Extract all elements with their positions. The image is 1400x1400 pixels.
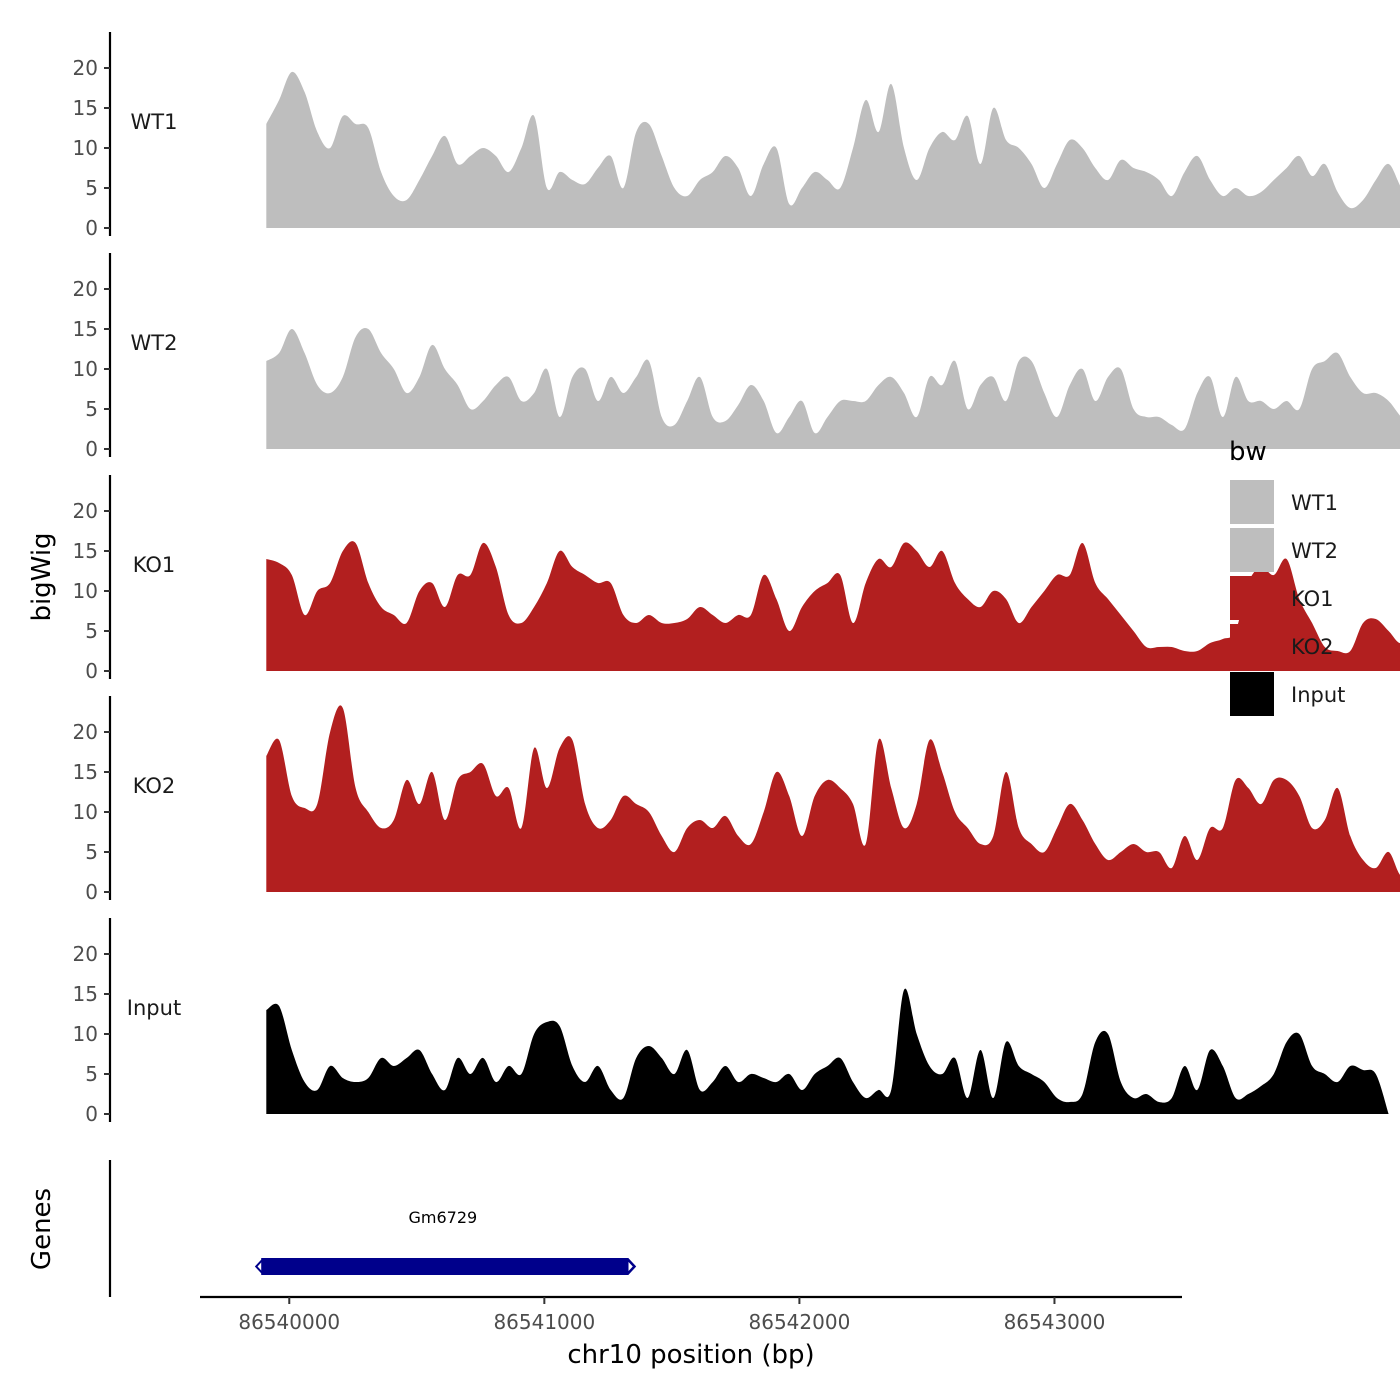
y-tick-label: 5 <box>85 397 98 421</box>
legend-key-ko1 <box>1230 576 1274 620</box>
track-label-wt2: WT2 <box>131 331 178 355</box>
x-tick-label: 86541000 <box>493 1310 595 1334</box>
legend-key-input <box>1230 672 1274 716</box>
legend-label-input: Input <box>1291 683 1345 707</box>
x-axis-title: chr10 position (bp) <box>567 1340 814 1370</box>
legend-label-wt1: WT1 <box>1291 491 1338 515</box>
legend-key-ko2 <box>1230 624 1274 668</box>
legend-label-ko1: KO1 <box>1291 587 1334 611</box>
legend-key-wt1 <box>1230 480 1274 524</box>
y-tick-label: 15 <box>73 982 98 1006</box>
legend-label-wt2: WT2 <box>1291 539 1338 563</box>
y-tick-label: 15 <box>73 760 98 784</box>
y-tick-label: 5 <box>85 840 98 864</box>
y-tick-label: 10 <box>73 136 98 160</box>
gene-label-gm6729: Gm6729 <box>409 1208 478 1227</box>
y-tick-label: 0 <box>85 880 98 904</box>
coverage-area-ko2 <box>266 705 1400 892</box>
y-tick-label: 5 <box>85 176 98 200</box>
track-label-ko2: KO2 <box>133 774 176 798</box>
coverage-area-wt2 <box>266 327 1400 449</box>
y-tick-label: 20 <box>73 942 98 966</box>
legend-key-wt2 <box>1230 528 1274 572</box>
legend-title: bw <box>1229 437 1267 467</box>
y-tick-label: 15 <box>73 539 98 563</box>
gene-body-gm6729 <box>261 1258 629 1275</box>
y-tick-label: 10 <box>73 1022 98 1046</box>
y-tick-label: 5 <box>85 619 98 643</box>
gene-start-marker <box>254 1259 263 1274</box>
y-tick-label: 10 <box>73 579 98 603</box>
track-label-ko1: KO1 <box>133 553 176 577</box>
y-tick-label: 10 <box>73 800 98 824</box>
y-tick-label: 0 <box>85 1102 98 1126</box>
y-tick-label: 20 <box>73 720 98 744</box>
y-tick-label: 20 <box>73 277 98 301</box>
track-label-wt1: WT1 <box>131 110 178 134</box>
y-tick-label: 0 <box>85 659 98 683</box>
y-tick-label: 20 <box>73 56 98 80</box>
x-tick-label: 86542000 <box>749 1310 851 1334</box>
coverage-area-input <box>266 988 1389 1114</box>
genes-axis-title: Genes <box>27 1188 57 1270</box>
y-tick-label: 15 <box>73 317 98 341</box>
y-tick-label: 20 <box>73 499 98 523</box>
gene-strand-arrow <box>626 1258 637 1275</box>
y-tick-label: 0 <box>85 216 98 240</box>
y-axis-title: bigWig <box>27 532 57 621</box>
track-label-input: Input <box>127 996 181 1020</box>
y-tick-label: 15 <box>73 96 98 120</box>
coverage-area-wt1 <box>266 71 1400 228</box>
y-tick-label: 5 <box>85 1062 98 1086</box>
legend-label-ko2: KO2 <box>1291 635 1334 659</box>
x-tick-label: 86540000 <box>238 1310 340 1334</box>
y-tick-label: 0 <box>85 437 98 461</box>
y-tick-label: 10 <box>73 357 98 381</box>
coverage-area-ko1 <box>266 541 1400 671</box>
x-tick-label: 86543000 <box>1004 1310 1106 1334</box>
